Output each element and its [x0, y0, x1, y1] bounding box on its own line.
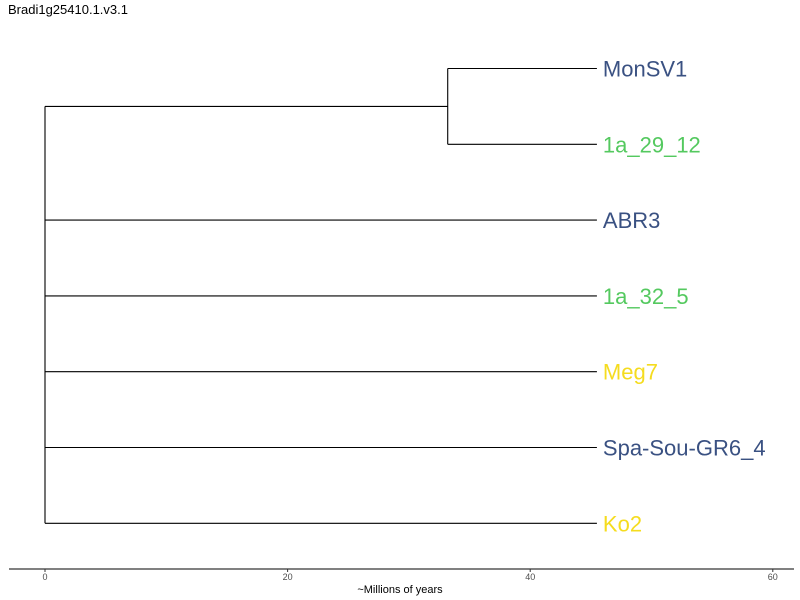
tip-label-Spa-Sou-GR6_4: Spa-Sou-GR6_4 — [603, 436, 766, 461]
x-axis-label: ~Millions of years — [357, 584, 443, 596]
tip-label-Ko2: Ko2 — [603, 511, 642, 536]
tip-label-1a_32_5: 1a_32_5 — [603, 284, 689, 309]
x-tick-label: 60 — [768, 572, 778, 582]
tip-label-ABR3: ABR3 — [603, 208, 660, 233]
tree-branches — [44, 67, 597, 524]
x-axis: 0 20 40 60 — [9, 568, 794, 582]
x-tick-label: 20 — [283, 572, 293, 582]
tip-label-1a_29_12: 1a_29_12 — [603, 132, 701, 157]
tip-label-MonSV1: MonSV1 — [603, 57, 687, 82]
tip-labels: MonSV1 1a_29_12 ABR3 1a_32_5 Meg7 Spa-Sou-GR6… — [603, 57, 766, 537]
x-tick-label: 40 — [525, 572, 535, 582]
figure-title: Bradi1g25410.1.v3.1 — [8, 2, 128, 17]
tip-label-Meg7: Meg7 — [603, 360, 658, 385]
x-tick-label: 0 — [42, 572, 47, 582]
